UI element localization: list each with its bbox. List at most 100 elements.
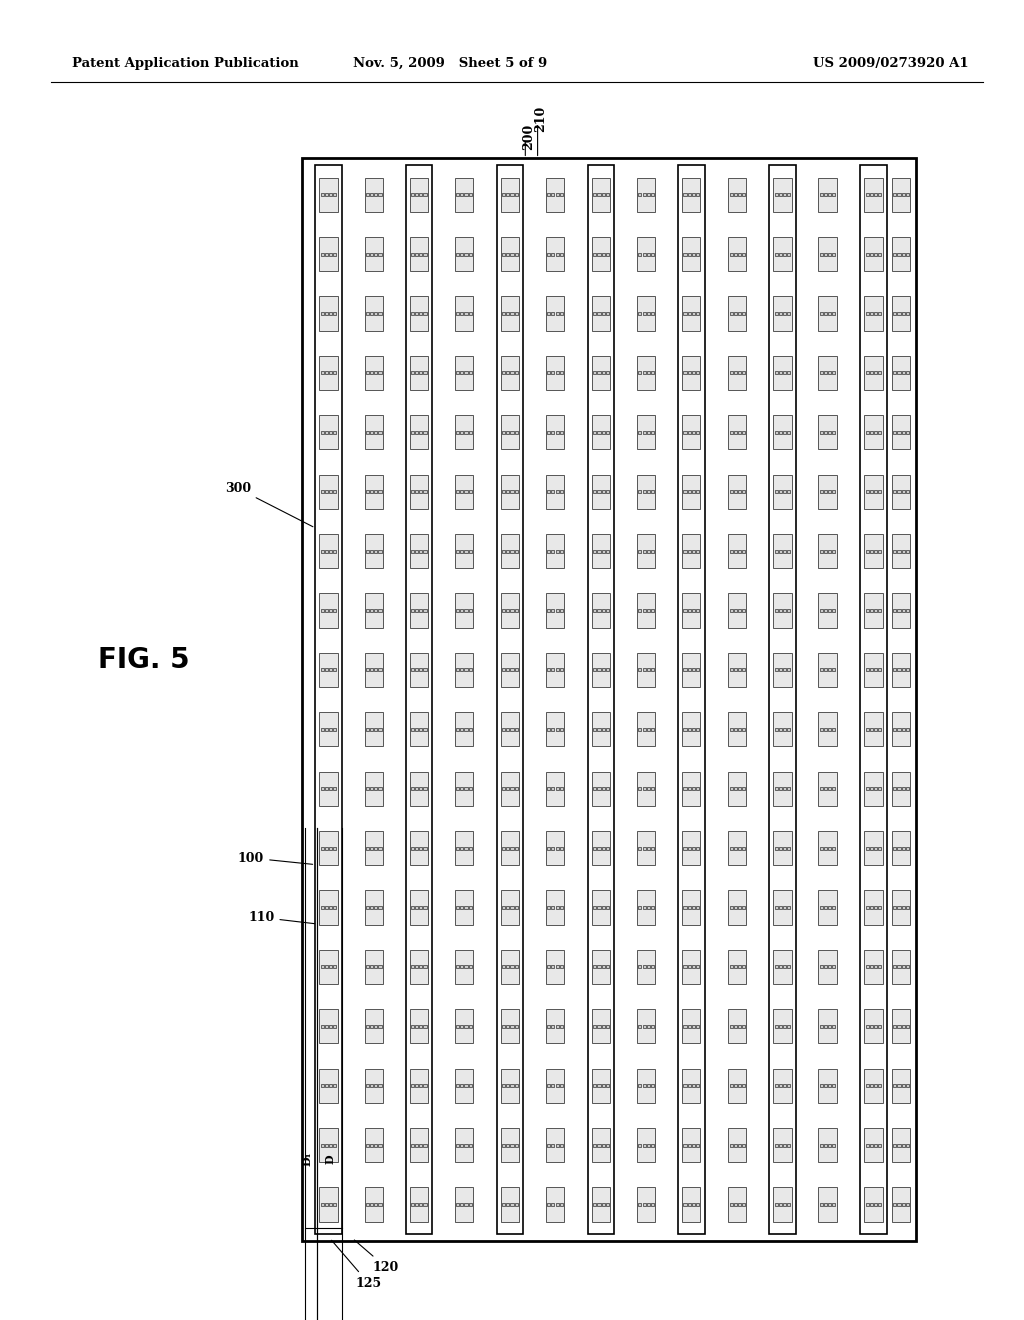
Bar	[502, 965, 505, 969]
Bar	[879, 1084, 882, 1088]
Text: FIG. 5: FIG. 5	[97, 645, 189, 675]
Bar	[647, 549, 650, 553]
Bar	[892, 177, 910, 211]
Bar	[728, 356, 746, 391]
Bar	[892, 1010, 910, 1044]
Bar	[302, 158, 916, 1241]
Bar	[742, 727, 745, 731]
Bar	[892, 772, 910, 805]
Bar	[506, 1203, 509, 1206]
Bar	[738, 312, 741, 315]
Bar	[551, 787, 554, 791]
Bar	[551, 312, 554, 315]
Bar	[865, 193, 868, 197]
Bar	[864, 832, 883, 866]
Bar	[319, 950, 338, 985]
Bar	[778, 1203, 781, 1206]
Bar	[647, 252, 650, 256]
Bar	[321, 193, 324, 197]
Bar	[497, 165, 523, 1234]
Bar	[651, 787, 654, 791]
Bar	[602, 1024, 605, 1028]
Bar	[642, 371, 645, 375]
Bar	[375, 906, 378, 909]
Bar	[365, 950, 383, 985]
Bar	[897, 1024, 900, 1028]
Bar	[692, 490, 695, 494]
Bar	[823, 668, 826, 672]
Bar	[774, 193, 777, 197]
Bar	[501, 772, 519, 805]
Bar	[906, 727, 909, 731]
Bar	[465, 906, 468, 909]
Bar	[365, 297, 383, 331]
Bar	[602, 549, 605, 553]
Bar	[902, 252, 905, 256]
Bar	[319, 594, 338, 628]
Bar	[828, 371, 831, 375]
Bar	[729, 252, 732, 256]
Bar	[833, 1024, 836, 1028]
Bar	[818, 475, 837, 510]
Bar	[819, 668, 822, 672]
Bar	[818, 594, 837, 628]
Bar	[319, 1127, 338, 1163]
Bar	[879, 1143, 882, 1147]
Bar	[424, 727, 427, 731]
Bar	[651, 965, 654, 969]
Bar	[687, 490, 690, 494]
Bar	[729, 906, 732, 909]
Bar	[865, 727, 868, 731]
Bar	[560, 430, 563, 434]
Bar	[897, 252, 900, 256]
Bar	[330, 1143, 333, 1147]
Bar	[515, 490, 518, 494]
Bar	[823, 1203, 826, 1206]
Bar	[869, 965, 872, 969]
Bar	[456, 549, 459, 553]
Bar	[692, 727, 695, 731]
Bar	[415, 1084, 418, 1088]
Bar	[642, 846, 645, 850]
Bar	[687, 252, 690, 256]
Bar	[638, 1084, 641, 1088]
Bar	[379, 787, 382, 791]
Bar	[687, 906, 690, 909]
Bar	[502, 1024, 505, 1028]
Bar	[602, 906, 605, 909]
Bar	[415, 1143, 418, 1147]
Bar	[819, 727, 822, 731]
Bar	[502, 668, 505, 672]
Bar	[773, 653, 792, 688]
Bar	[778, 430, 781, 434]
Bar	[651, 1203, 654, 1206]
Bar	[455, 535, 473, 569]
Bar	[602, 252, 605, 256]
Bar	[366, 668, 369, 672]
Bar	[506, 609, 509, 612]
Bar	[819, 965, 822, 969]
Bar	[778, 906, 781, 909]
Bar	[460, 787, 463, 791]
Bar	[370, 787, 373, 791]
Bar	[597, 906, 600, 909]
Bar	[833, 787, 836, 791]
Bar	[424, 1143, 427, 1147]
Bar	[597, 965, 600, 969]
Bar	[469, 668, 472, 672]
Bar	[506, 549, 509, 553]
Bar	[502, 1143, 505, 1147]
Bar	[593, 371, 596, 375]
Bar	[906, 1143, 909, 1147]
Bar	[637, 238, 655, 272]
Bar	[692, 1203, 695, 1206]
Bar	[469, 1024, 472, 1028]
Bar	[869, 1024, 872, 1028]
Bar	[551, 1143, 554, 1147]
Bar	[865, 490, 868, 494]
Bar	[893, 371, 896, 375]
Bar	[642, 193, 645, 197]
Bar	[547, 1203, 550, 1206]
Bar	[370, 609, 373, 612]
Bar	[647, 668, 650, 672]
